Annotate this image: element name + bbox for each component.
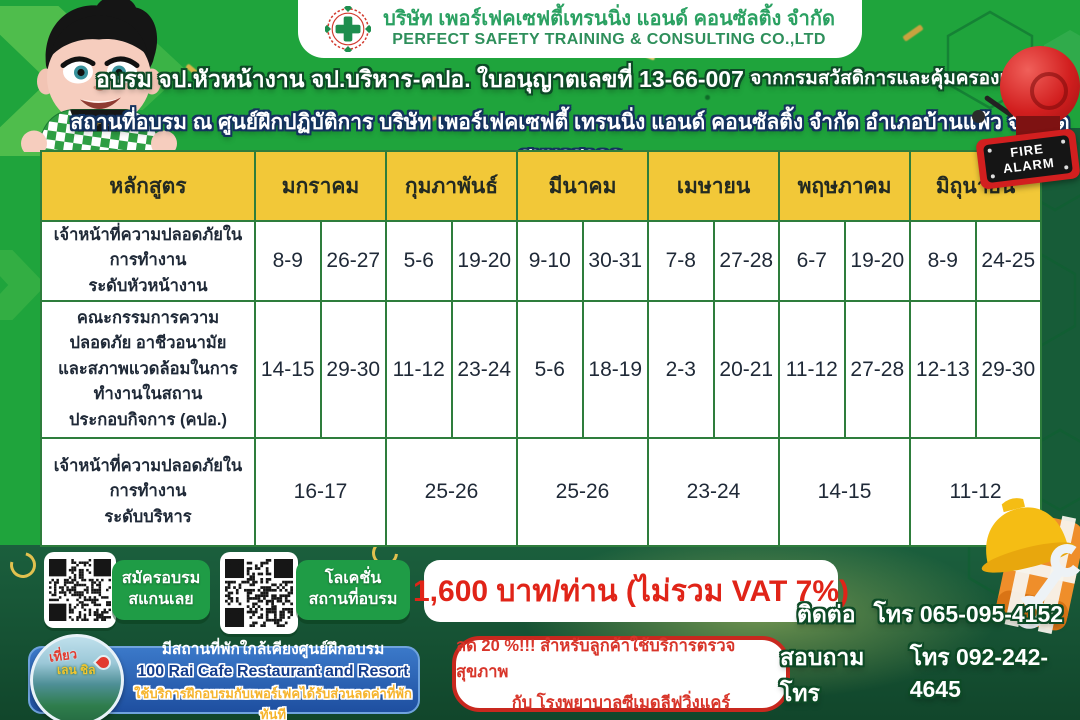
discount-line2: กับ โรงพยาบาลซีเมดลีฟวิ่งแคร์ (511, 693, 731, 712)
location-label: โลเคชั่น สถานที่อบรม (296, 560, 410, 620)
training-date-cell: 6-7 (778, 220, 846, 302)
safety-mascot-illustration: PERFECT (21, 0, 177, 152)
training-date-cell: 19-20 (843, 220, 912, 302)
training-date-cell: 9-10 (516, 220, 584, 302)
training-date-cell: 14-15 (778, 437, 912, 547)
discount-line1: ลด 20 %!!! สำหรับลูกค้าใช้บริการตรวจสุขภ… (456, 636, 736, 681)
training-date-cell: 8-9 (254, 220, 322, 302)
training-date-cell: 7-8 (647, 220, 715, 302)
resort-promo: ใช้บริการฝึกอบรมกับเพอร์เฟคได้รับส่วนลดค… (134, 685, 412, 720)
qr-code-location (220, 552, 298, 634)
training-date-cell: 30-31 (581, 220, 650, 302)
training-date-cell: 11-12 (778, 300, 846, 439)
training-schedule-table: หลักสูตร มกราคม กุมภาพันธ์ มีนาคม เมษายน พฤษภ… (40, 150, 1043, 547)
month-column-header: มีนาคม (515, 150, 650, 222)
location-label-line2: สถานที่อบรม (308, 591, 398, 608)
resort-line1: มีสถานที่พักใกล้เคียงศูนย์ฝึกอบรม (161, 640, 385, 658)
apply-label-line1: สมัครอบรม (121, 570, 201, 588)
month-column-header: พฤษภาคม (778, 150, 912, 222)
training-date-cell: 16-17 (254, 437, 387, 547)
schedule-row: คณะกรรมการความปลอดภัย อาชีวอนามัย และสภา… (40, 300, 1043, 439)
training-date-cell: 18-19 (581, 300, 650, 439)
month-column-header: กุมภาพันธ์ (385, 150, 518, 222)
training-date-cell: 2-3 (647, 300, 715, 439)
month-column-header: มกราคม (254, 150, 387, 222)
course-name-cell: คณะกรรมการความปลอดภัย อาชีวอนามัย และสภา… (40, 300, 256, 439)
training-date-cell: 29-30 (974, 300, 1043, 439)
month-column-header: เมษายน (647, 150, 781, 222)
training-date-cell: 23-24 (647, 437, 781, 547)
training-date-cell: 27-28 (712, 220, 781, 302)
qr-code-apply (44, 552, 116, 628)
contact-phone-2: สอบถามโทร โทร 092-242-4645 (780, 644, 1049, 706)
resort-badge-line2: เลน ชิล (57, 663, 96, 677)
training-date-cell: 26-27 (319, 220, 387, 302)
company-name-thai: บริษัท เพอร์เฟคเซฟตี้เทรนนิ่ง แอนด์ คอนซ… (383, 8, 835, 31)
training-date-cell: 5-6 (385, 220, 453, 302)
location-label-line1: โลเคชั่น (324, 570, 382, 588)
training-date-cell: 29-30 (319, 300, 387, 439)
training-date-cell: 14-15 (254, 300, 322, 439)
training-date-cell: 19-20 (450, 220, 518, 302)
contact-phone-1: ติดต่อ โทร 065-095-4152 (796, 601, 1064, 627)
discount-offer: ลด 20 %!!! สำหรับลูกค้าใช้บริการตรวจสุขภ… (452, 636, 790, 712)
contact-info: ติดต่อ โทร 065-095-4152 สอบถามโทร โทร 09… (780, 597, 1080, 720)
alarm-bell-icon (1000, 46, 1080, 126)
resort-banner: มีสถานที่พักใกล้เคียงศูนย์ฝึกอบรม 100 Ra… (28, 641, 420, 720)
fire-alarm-illustration: FIRE ALARM (972, 46, 1080, 190)
company-banner: บริษัท เพอร์เฟคเซฟตี้เทรนนิ่ง แอนด์ คอนซ… (298, 0, 862, 58)
apply-label-line2: สแกนเลย (128, 591, 194, 608)
training-date-cell: 5-6 (516, 300, 584, 439)
mascot-collar-text: PERFECT (83, 121, 116, 128)
company-name-english: PERFECT SAFETY TRAINING & CONSULTING CO.… (392, 31, 826, 49)
schedule-row: เจ้าหน้าที่ความปลอดภัยในการทำงาน ระดับบร… (40, 437, 1043, 547)
training-date-cell: 8-9 (909, 220, 977, 302)
training-date-cell: 12-13 (909, 300, 977, 439)
fire-alarm-sign: FIRE ALARM (975, 128, 1080, 190)
training-date-cell: 20-21 (712, 300, 781, 439)
training-date-cell: 23-24 (450, 300, 518, 439)
price-banner: 1,600 บาท/ท่าน (ไม่รวม VAT 7%) (413, 560, 849, 622)
training-date-cell: 27-28 (843, 300, 912, 439)
apply-scan-label: สมัครอบรม สแกนเลย (112, 560, 210, 620)
training-license-line: อบรม จป.หัวหน้างาน จป.บริหาร-คปอ. ใบอนุญ… (90, 62, 1070, 98)
resort-photo: เที่ยว เลน ชิล (30, 634, 124, 720)
alarm-hammer-icon (972, 110, 985, 123)
training-date-cell: 11-12 (385, 300, 453, 439)
training-date-cell: 25-26 (385, 437, 518, 547)
course-name-cell: เจ้าหน้าที่ความปลอดภัยในการทำงาน ระดับหั… (40, 220, 256, 302)
course-name-cell: เจ้าหน้าที่ความปลอดภัยในการทำงาน ระดับบร… (40, 437, 256, 547)
training-license-text: อบรม จป.หัวหน้างาน จป.บริหาร-คปอ. ใบอนุญ… (95, 66, 744, 92)
company-logo-icon (325, 6, 372, 52)
training-date-cell: 24-25 (974, 220, 1043, 302)
course-column-header: หลักสูตร (40, 150, 256, 222)
resort-name: 100 Rai Cafe Restaurant and Resort (137, 662, 409, 680)
training-date-cell: 25-26 (515, 437, 650, 547)
schedule-row: เจ้าหน้าที่ความปลอดภัยในการทำงาน ระดับหั… (40, 220, 1043, 302)
map-pin-icon (95, 654, 112, 671)
